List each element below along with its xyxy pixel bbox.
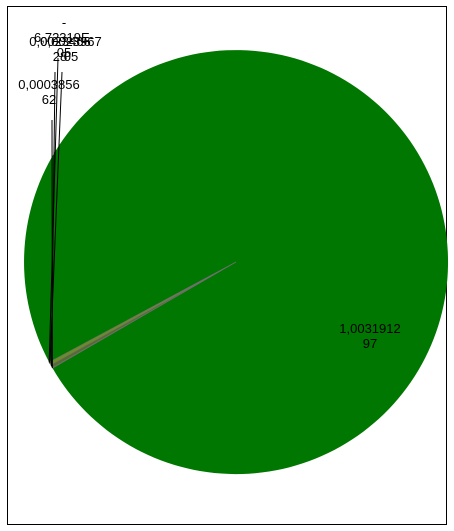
slice-label-line: 28 <box>53 49 67 64</box>
leader-line-4 <box>48 57 59 363</box>
leader-line-3 <box>49 71 63 364</box>
slice-label-line: 05 <box>57 45 71 60</box>
slice-label-line: 0,0023466 <box>29 34 90 49</box>
slice-label-line: - <box>62 15 66 30</box>
slice-label-2: 0,0023466 28 <box>29 34 90 64</box>
slice-label-1: 0,0003856 62 <box>18 77 79 107</box>
slice-label-0: 1,0031912 97 <box>339 321 400 351</box>
slice-label-line: 6,72319E- <box>34 30 94 45</box>
slice-label-4: -6,72319E-05 <box>34 15 94 60</box>
leader-lines <box>48 57 63 368</box>
slice-label-line: 0,0003856 <box>18 77 79 92</box>
slice-label-line: 62 <box>42 92 56 107</box>
slice-labels: 1,0031912 97 0,0003856 62 0,0023466 280,00239… <box>18 15 400 351</box>
slice-label-3: 0,0023967 05 <box>40 34 101 64</box>
slice-label-line: 1,0031912 <box>339 321 400 336</box>
slice-label-line: 05 <box>64 49 78 64</box>
slice-label-line: 0,0023967 <box>40 34 101 49</box>
pie-slices <box>24 50 449 475</box>
slice-label-line: 97 <box>363 336 377 351</box>
